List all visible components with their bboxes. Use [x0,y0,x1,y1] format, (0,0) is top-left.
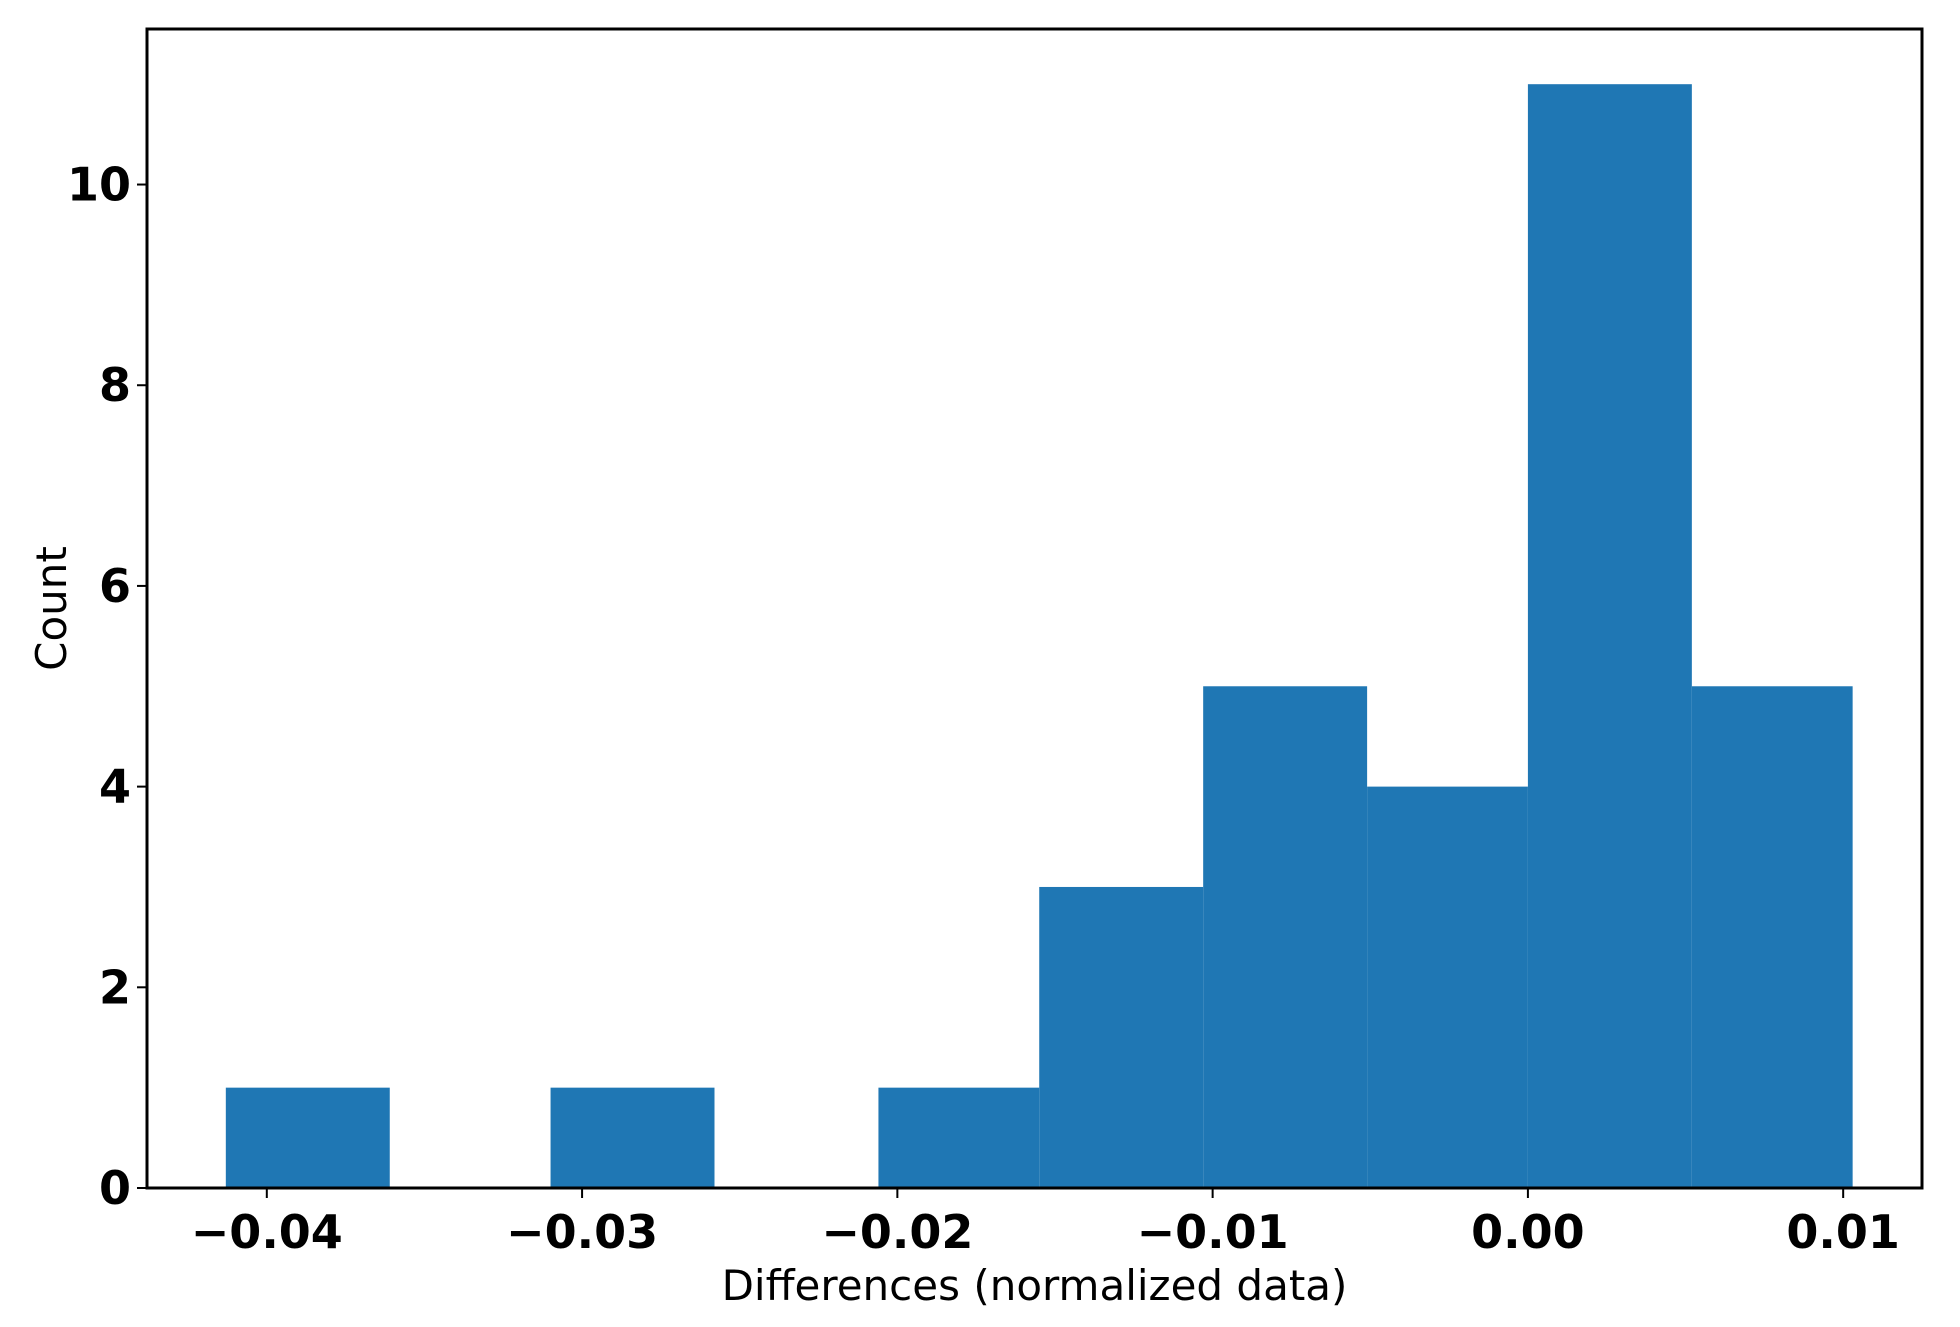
histogram-bar [1039,886,1204,1188]
histogram-bar [1691,686,1853,1188]
histogram-bar [1203,686,1368,1188]
x-tick-label: −0.02 [821,1205,973,1259]
x-axis-title: Differences (normalized data) [722,1261,1348,1310]
y-tick-label: 0 [99,1161,131,1215]
x-tick-label: −0.01 [1137,1205,1289,1259]
x-tick-label: 0.00 [1471,1205,1585,1259]
y-tick-label: 4 [99,760,131,814]
histogram-bar [878,1087,1040,1188]
x-tick-label: −0.04 [191,1205,343,1259]
y-tick-label: 2 [99,960,131,1014]
ticks-group: −0.04 −0.03 −0.02 −0.01 0.00 0.01 0 2 4 6 8 10 [67,158,1900,1259]
histogram-bar [225,1087,390,1188]
bars-group [225,84,1853,1189]
y-tick-label: 8 [99,358,131,412]
x-tick-label: −0.03 [506,1205,658,1259]
x-tick-label: 0.01 [1786,1205,1900,1259]
histogram-bar [1367,786,1528,1188]
plot-frame [145,27,1924,1190]
y-tick-label: 6 [99,559,131,613]
y-axis-title: Count [27,546,76,671]
histogram-bar [1527,84,1692,1189]
y-tick-label: 10 [67,158,131,212]
histogram-bar [550,1087,715,1188]
